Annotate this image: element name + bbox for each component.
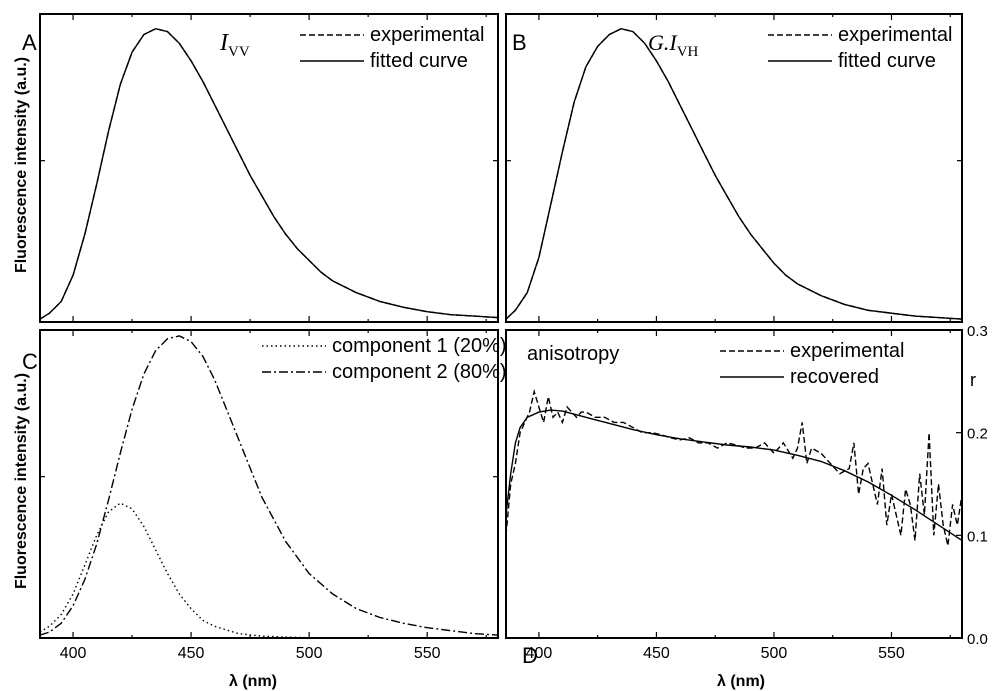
legend-label-c-0: component 1 (20%) — [332, 335, 507, 357]
x-tick-label-500: 500 — [761, 645, 788, 662]
panel-b-annotation: G.IVH — [648, 30, 699, 60]
panel-d: anisotropy D r λ (nm) — [522, 343, 976, 690]
panel-b-frame — [505, 13, 963, 323]
panel-c: C Fluorescence intensity (a.u.) λ (nm) — [13, 349, 277, 690]
x-tick-label-450: 450 — [643, 645, 670, 662]
legend-label-a-1: fitted curve — [370, 50, 468, 72]
panel-a-annotation-symbol: I — [219, 30, 229, 56]
y2-tick-label-0.1: 0.1 — [967, 528, 988, 545]
chart-d-plot: 400 450 500 550 0.0 0.1 0.2 0.3 experimental reco… — [505, 323, 988, 662]
chart-c-plot: 400 450 500 550 component 1 (20%) component 2… — [39, 329, 507, 662]
panel-a: A Fluorescence intensity (a.u.) IVV — [13, 30, 250, 273]
legend-label-d-0: experimental — [790, 340, 905, 362]
series-line-a-0 — [41, 27, 497, 320]
panel-d-xlabel: λ (nm) — [717, 673, 765, 690]
panel-a-annotation-subscript: VV — [228, 44, 250, 60]
x-tick-label-450: 450 — [178, 645, 205, 662]
panel-c-xlabel: λ (nm) — [229, 673, 277, 690]
x-tick-label-550: 550 — [878, 645, 905, 662]
legend-label-d-1: recovered — [790, 366, 879, 388]
panel-b-label: B — [512, 30, 527, 55]
legend-label-c-1: component 2 (80%) — [332, 361, 507, 383]
panel-d-label: D — [522, 643, 538, 668]
panel-d-y2label: r — [970, 370, 976, 390]
panel-a-frame — [39, 13, 499, 323]
panel-c-frame — [39, 329, 499, 639]
panel-a-ylabel: Fluorescence intensity (a.u.) — [13, 57, 30, 273]
y2-tick-label-0.3: 0.3 — [967, 323, 988, 340]
y2-tick-label-0.0: 0.0 — [967, 631, 988, 648]
panel-c-ylabel: Fluorescence intensity (a.u.) — [13, 373, 30, 589]
x-tick-label-500: 500 — [296, 645, 323, 662]
legend-label-a-0: experimental — [370, 24, 485, 46]
series-line-a-1 — [41, 27, 497, 320]
y2-tick-label-0.2: 0.2 — [967, 426, 988, 443]
x-tick-label-400: 400 — [60, 645, 87, 662]
x-tick-label-400: 400 — [526, 645, 553, 662]
series-line-d-1 — [507, 409, 961, 541]
series-line-c-0 — [41, 502, 310, 637]
panel-a-annotation: IVV — [219, 30, 250, 60]
legend-label-b-1: fitted curve — [838, 50, 936, 72]
series-line-b-0 — [507, 27, 961, 320]
chart-a-plot: experimental fitted curve — [39, 13, 499, 323]
panel-b: B G.IVH — [512, 30, 699, 60]
series-line-c-1 — [41, 335, 497, 636]
panel-c-label: C — [22, 349, 38, 374]
panel-b-annotation-symbol: G.I — [648, 30, 678, 55]
x-tick-label-550: 550 — [414, 645, 441, 662]
panel-a-label: A — [22, 30, 37, 55]
panel-d-frame — [505, 329, 963, 639]
chart-b-plot: experimental fitted curve — [505, 13, 963, 323]
series-line-d-0 — [507, 388, 961, 546]
panel-b-annotation-subscript: VH — [677, 44, 699, 60]
panel-d-annotation: anisotropy — [527, 343, 619, 365]
series-line-b-1 — [507, 27, 961, 320]
legend-label-b-0: experimental — [838, 24, 953, 46]
